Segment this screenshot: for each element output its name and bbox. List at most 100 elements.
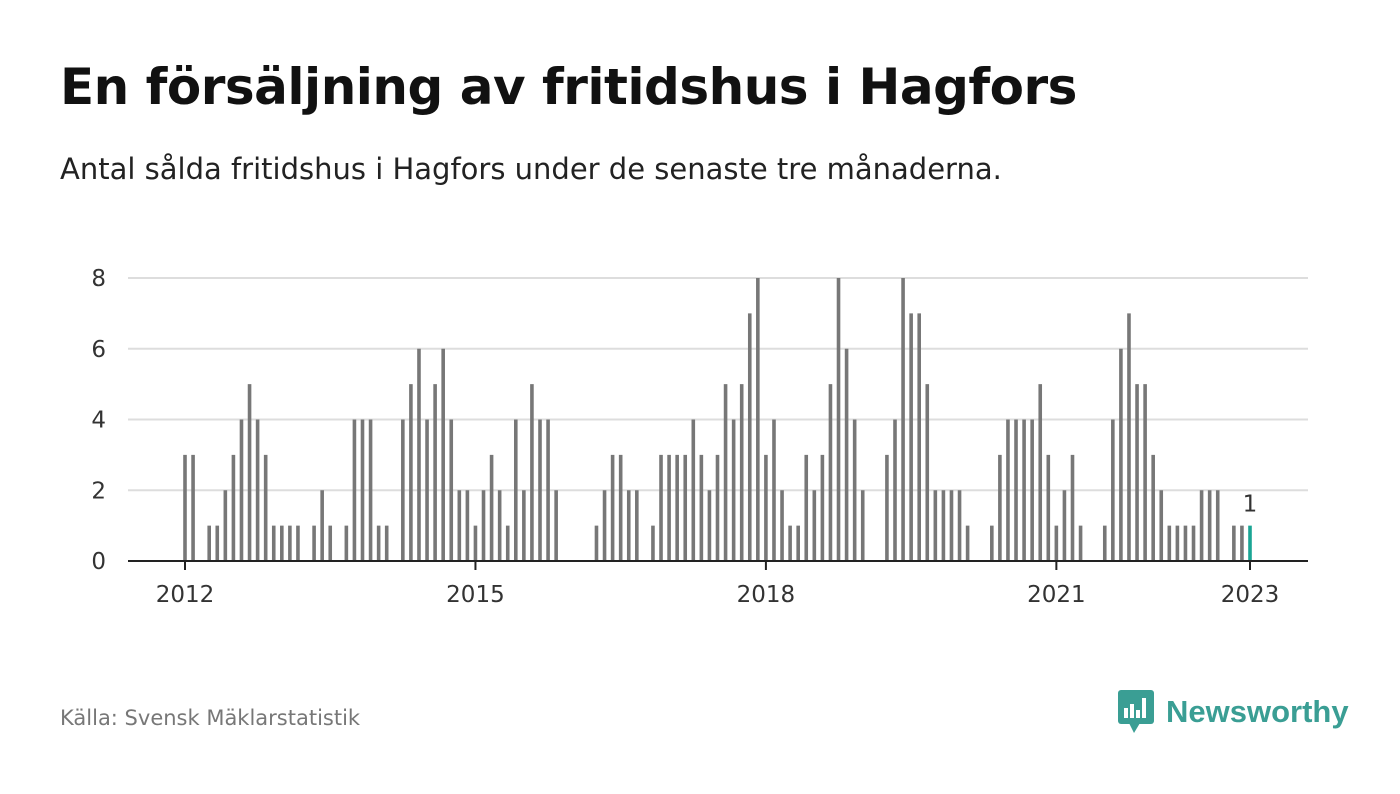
bar bbox=[998, 454, 1002, 562]
x-tick-label: 2015 bbox=[446, 582, 505, 608]
bar bbox=[449, 419, 454, 561]
bar bbox=[925, 384, 930, 562]
bar bbox=[465, 490, 470, 561]
bar bbox=[255, 419, 260, 561]
bar bbox=[820, 454, 825, 562]
bar bbox=[675, 454, 679, 562]
bar bbox=[312, 525, 316, 562]
bar bbox=[683, 454, 688, 562]
bar bbox=[594, 525, 599, 562]
bar bbox=[425, 419, 429, 561]
bar bbox=[860, 490, 865, 561]
y-tick-label: 8 bbox=[91, 266, 106, 292]
y-tick-label: 6 bbox=[91, 337, 106, 363]
chart-title: En försäljning av fritidshus i Hagfors bbox=[60, 58, 1077, 116]
bar bbox=[417, 348, 421, 561]
bar bbox=[328, 525, 333, 562]
bar bbox=[1030, 419, 1034, 561]
bar bbox=[626, 490, 631, 561]
bar bbox=[933, 490, 938, 561]
bar bbox=[852, 419, 857, 561]
bar bbox=[280, 525, 284, 562]
bar bbox=[739, 384, 744, 562]
bar bbox=[344, 525, 349, 562]
bar bbox=[780, 490, 784, 561]
bar bbox=[183, 454, 187, 562]
bar bbox=[207, 525, 211, 562]
bar bbox=[901, 278, 905, 561]
bar bbox=[247, 384, 252, 562]
bar bbox=[788, 525, 792, 562]
bar bbox=[836, 278, 841, 561]
bar bbox=[651, 525, 655, 562]
bar bbox=[296, 525, 300, 562]
bar bbox=[522, 490, 526, 561]
bar bbox=[772, 419, 776, 561]
bar bbox=[231, 454, 236, 562]
bar bbox=[514, 419, 518, 561]
x-tick-label: 2018 bbox=[737, 582, 796, 608]
bar bbox=[909, 313, 913, 562]
bar bbox=[473, 525, 478, 562]
bar bbox=[441, 348, 445, 561]
bar bbox=[1167, 525, 1172, 562]
bar bbox=[885, 454, 889, 562]
bar bbox=[1038, 384, 1043, 562]
bar bbox=[1006, 419, 1010, 561]
bar bbox=[223, 490, 228, 561]
bar bbox=[384, 525, 389, 562]
bar bbox=[1022, 419, 1026, 561]
bar bbox=[804, 454, 809, 562]
bar bbox=[376, 525, 381, 562]
bar bbox=[731, 419, 736, 561]
bar bbox=[368, 419, 373, 561]
bar bbox=[602, 490, 607, 561]
bar bbox=[546, 419, 550, 561]
bar bbox=[667, 454, 671, 562]
bar bbox=[796, 525, 800, 562]
bar bbox=[1111, 419, 1115, 561]
x-tick-label: 2021 bbox=[1027, 582, 1086, 608]
bar bbox=[917, 313, 921, 562]
bar bbox=[409, 384, 413, 562]
bar bbox=[723, 384, 728, 562]
bar bbox=[215, 525, 220, 562]
bar bbox=[610, 454, 615, 562]
bar bbox=[1135, 384, 1139, 562]
bar bbox=[271, 525, 276, 562]
bar bbox=[538, 419, 542, 561]
bar bbox=[1159, 490, 1164, 561]
bar bbox=[1014, 419, 1018, 561]
bar bbox=[747, 313, 752, 562]
bar bbox=[505, 525, 510, 562]
data-label: 1 bbox=[1243, 492, 1258, 518]
y-tick-label: 4 bbox=[91, 408, 106, 434]
bar bbox=[401, 419, 405, 561]
bar bbox=[659, 454, 663, 562]
bar bbox=[965, 525, 970, 562]
source-note: Källa: Svensk Mäklarstatistik bbox=[60, 706, 361, 730]
y-tick-label: 0 bbox=[91, 549, 106, 575]
bar bbox=[1070, 454, 1075, 562]
bar bbox=[756, 278, 760, 561]
bar bbox=[1215, 490, 1220, 561]
bar bbox=[288, 525, 292, 562]
bar-chart-speech-bubble-icon bbox=[1118, 690, 1154, 733]
bar bbox=[263, 454, 268, 562]
bar bbox=[699, 454, 704, 562]
bar bbox=[352, 419, 357, 561]
bar bbox=[707, 490, 712, 561]
bar bbox=[360, 419, 365, 561]
brand-name: Newsworthy bbox=[1166, 694, 1349, 729]
bar bbox=[1127, 313, 1131, 562]
bar bbox=[1054, 525, 1059, 562]
bar bbox=[1062, 490, 1067, 561]
bar bbox=[433, 384, 437, 562]
bar bbox=[691, 419, 696, 561]
bar bbox=[530, 384, 534, 562]
x-tick-label: 2012 bbox=[156, 582, 215, 608]
chart-subtitle: Antal sålda fritidshus i Hagfors under d… bbox=[60, 152, 1002, 186]
bar bbox=[715, 454, 720, 562]
bar bbox=[191, 454, 195, 562]
